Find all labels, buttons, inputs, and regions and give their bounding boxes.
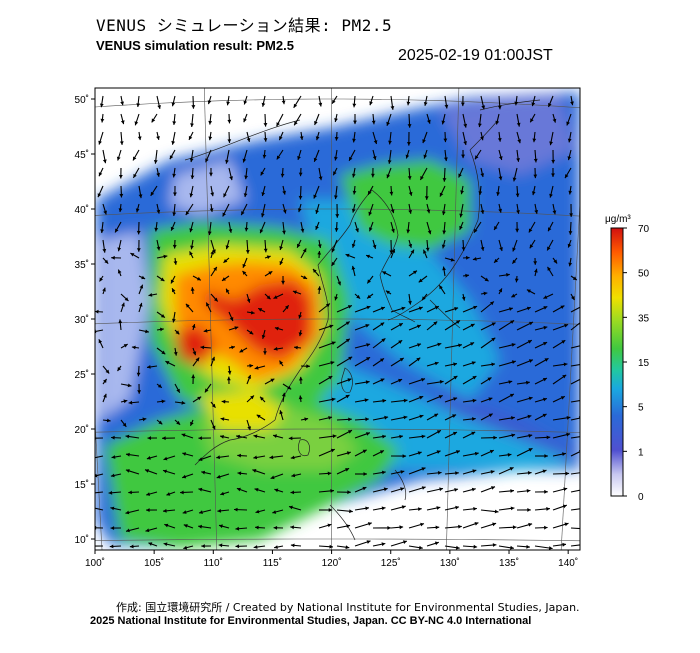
colorbar-tick-label: 50 [638,269,650,280]
colorbar-tick-label: 5 [638,403,644,414]
lon-tick-label: 100˚ [85,557,105,569]
colorbar-tick-label: 1 [638,447,644,458]
lon-tick-label: 120˚ [322,557,342,569]
colorbar-ticks: 70 50 35 15 5 1 0 [623,224,650,503]
colorbar-tick-label: 0 [638,492,644,503]
lon-tick-label: 115˚ [263,557,282,569]
lat-tick-label: 45˚ [75,149,89,161]
colorbar: μg/m³ 70 50 35 15 5 1 0 [605,214,650,503]
lat-tick-label: 15˚ [75,479,89,491]
colorbar-unit: μg/m³ [605,214,631,225]
lon-tick-label: 125˚ [381,557,401,569]
lat-tick-label: 40˚ [75,204,89,216]
lat-tick-label: 50˚ [75,94,89,106]
colorbar-tick-label: 15 [638,358,650,369]
lon-tick-label: 135˚ [499,557,519,569]
lon-tick-label: 140˚ [558,557,578,569]
lat-tick-label: 25˚ [75,369,89,381]
colorbar-tick-label: 35 [638,313,650,324]
credit-line-2: 2025 National Institute for Environmenta… [90,615,531,627]
credit-line-1: 作成: 国立環境研究所 / Created by National Instit… [116,599,580,615]
lat-tick-label: 35˚ [75,259,89,271]
lon-tick-label: 105˚ [144,557,164,569]
lon-tick-label: 130˚ [440,557,460,569]
lat-tick-label: 30˚ [75,314,89,326]
lon-tick-label: 110˚ [204,557,223,569]
lat-tick-label: 20˚ [75,424,89,436]
colorbar-tick-label: 70 [638,224,650,235]
colorbar-gradient [611,228,623,496]
lat-tick-label: 10˚ [75,534,89,546]
